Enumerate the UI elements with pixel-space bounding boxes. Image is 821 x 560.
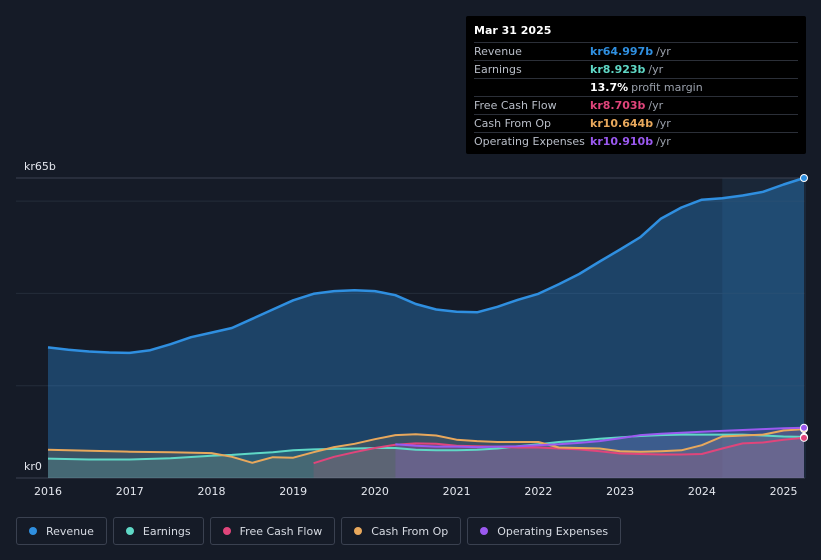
tooltip-row-value: kr10.644b [590, 117, 654, 130]
tooltip-row-value: kr8.923b [590, 63, 646, 76]
legend-item-free-cash-flow[interactable]: Free Cash Flow [209, 517, 336, 545]
legend-item-operating-expenses[interactable]: Operating Expenses [467, 517, 622, 545]
tooltip-row-unit: /yr [648, 99, 664, 112]
x-tick-label: 2016 [34, 485, 62, 498]
x-tick-label: 2019 [279, 485, 307, 498]
tooltip-row-unit: /yr [656, 135, 671, 148]
earnings-line [47, 433, 805, 461]
operating-expenses-area [395, 427, 804, 478]
x-axis-ticks: 2016 2017 2018 2019 2020 2021 2022 2023 2024 2025 [34, 485, 798, 498]
legend-dot-icon [480, 527, 489, 535]
cash-from-op-area [48, 429, 804, 478]
tooltip-row-name: Revenue [474, 45, 522, 58]
x-tick-label: 2021 [443, 485, 471, 498]
tooltip-row-name: Cash From Op [474, 117, 552, 130]
legend-label: Cash From Op [371, 524, 449, 538]
operating-expenses-endpoint [800, 423, 808, 432]
tooltip-row: Cash From Op kr10.644b/yr [474, 114, 798, 132]
x-tick-label: 2025 [770, 485, 798, 498]
legend-dot-icon [222, 527, 231, 535]
y-axis-top-label: kr65b [24, 160, 56, 173]
x-tick-label: 2024 [688, 485, 716, 498]
revenue-line [47, 176, 805, 355]
legend-label: Free Cash Flow [239, 524, 323, 538]
legend-item-earnings[interactable]: Earnings [112, 517, 204, 545]
tooltip-row-name: Free Cash Flow [474, 99, 557, 112]
cash-from-op-line [47, 428, 805, 464]
tooltip-row: Operating Expenses kr10.910b/yr [474, 132, 798, 150]
legend-dot-icon [125, 527, 134, 535]
tooltip-row-value: kr10.910b [590, 135, 654, 148]
tooltip-date: Mar 31 2025 [474, 24, 552, 37]
tooltip-row-value: kr64.997b [590, 45, 654, 58]
legend-label: Operating Expenses [497, 524, 609, 538]
earnings-area [48, 434, 804, 478]
x-tick-label: 2018 [197, 485, 225, 498]
tooltip-row-name: Earnings [474, 63, 522, 76]
legend-item-revenue[interactable]: Revenue [16, 517, 107, 545]
free-cash-flow-endpoint [800, 433, 808, 442]
series-endpoints [800, 174, 808, 442]
tooltip-rows: Revenue kr64.997b/yr Earnings kr8.923b/yr 13… [474, 42, 798, 150]
x-tick-label: 2023 [606, 485, 634, 498]
tooltip-row-unit: /yr [656, 45, 671, 58]
legend-label: Revenue [46, 524, 94, 538]
y-axis-zero-label: kr0 [24, 460, 42, 473]
gridlines [16, 177, 805, 479]
tooltip-row: 13.7% profit margin [474, 78, 798, 96]
tooltip-row: Revenue kr64.997b/yr [474, 42, 798, 60]
x-tick-label: 2022 [524, 485, 552, 498]
x-tick-label: 2017 [116, 485, 144, 498]
legend-dot-icon [354, 527, 363, 535]
operating-expenses-line [395, 426, 805, 449]
tooltip-row: Earnings kr8.923b/yr [474, 60, 798, 78]
tooltip-row-unit: profit margin [631, 81, 703, 94]
legend-item-cash-from-op[interactable]: Cash From Op [341, 517, 462, 545]
tooltip-row: Free Cash Flow kr8.703b/yr [474, 96, 798, 114]
tooltip-row-value: 13.7% [590, 81, 629, 94]
x-tick-label: 2020 [361, 485, 389, 498]
revenue-endpoint [800, 174, 808, 182]
tooltip-row-name: Operating Expenses [474, 135, 585, 148]
legend-label: Earnings [142, 524, 191, 538]
tooltip-row-value: kr8.703b [590, 99, 646, 112]
tooltip-row-unit: /yr [656, 117, 671, 130]
tooltip: Mar 31 2025 Revenue kr64.997b/yr Earnings k… [466, 16, 806, 154]
series-lines [47, 176, 805, 465]
free-cash-flow-area [313, 437, 804, 478]
legend: Revenue Earnings Free Cash Flow Cash From O… [16, 517, 622, 545]
legend-dot-icon [29, 527, 37, 535]
tooltip-row-unit: /yr [648, 63, 664, 76]
